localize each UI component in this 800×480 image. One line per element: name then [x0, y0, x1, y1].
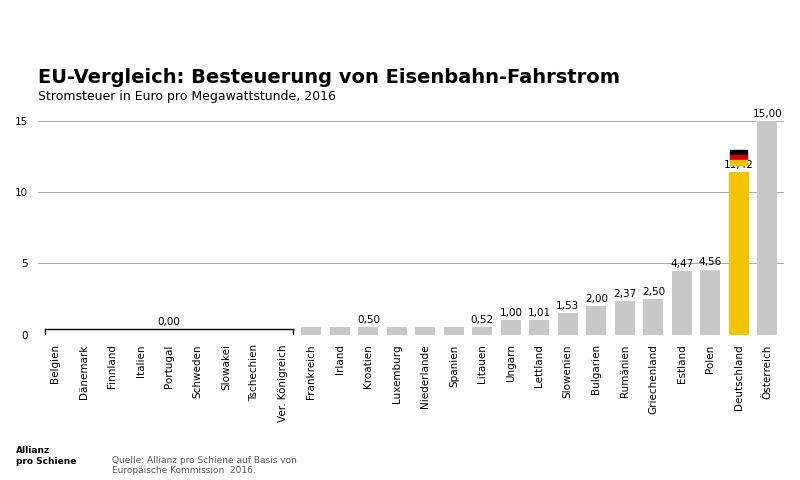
Bar [444, 327, 464, 335]
Text: 1,00: 1,00 [499, 308, 522, 318]
Text: 4,47: 4,47 [670, 259, 694, 269]
Bar [330, 327, 350, 335]
Text: 2,50: 2,50 [642, 287, 665, 297]
Bar [672, 271, 692, 335]
Text: 15,00: 15,00 [753, 108, 782, 119]
Bar [730, 160, 747, 166]
Text: 0,52: 0,52 [471, 315, 494, 325]
Bar [700, 270, 720, 335]
Bar [302, 327, 322, 335]
Text: Allianz
pro Schiene: Allianz pro Schiene [16, 446, 76, 466]
Text: EU-Vergleich: Besteuerung von Eisenbahn-Fahrstrom: EU-Vergleich: Besteuerung von Eisenbahn-… [38, 68, 620, 87]
Bar [387, 327, 407, 335]
Bar [415, 327, 435, 335]
Text: 0,50: 0,50 [357, 315, 380, 325]
Bar [530, 320, 550, 335]
Text: Quelle: Allianz pro Schiene auf Basis von
Europäische Kommission  2016.: Quelle: Allianz pro Schiene auf Basis vo… [112, 456, 297, 475]
Text: 0,00: 0,00 [158, 317, 181, 327]
Bar [729, 172, 749, 335]
Bar [643, 299, 663, 335]
Text: 11,42: 11,42 [724, 160, 754, 169]
Text: 2,00: 2,00 [585, 294, 608, 304]
Bar [501, 320, 521, 335]
Bar [473, 327, 492, 335]
Text: 4,56: 4,56 [698, 257, 722, 267]
Bar [615, 301, 635, 335]
Bar [758, 121, 778, 335]
Bar [730, 155, 747, 160]
Text: 1,01: 1,01 [528, 308, 551, 318]
Text: Stromsteuer in Euro pro Megawattstunde, 2016: Stromsteuer in Euro pro Megawattstunde, … [38, 90, 336, 103]
Bar [730, 150, 747, 155]
Text: 1,53: 1,53 [556, 300, 579, 311]
Text: 2,37: 2,37 [614, 288, 637, 299]
Bar [358, 327, 378, 335]
Bar [558, 313, 578, 335]
Bar [586, 306, 606, 335]
